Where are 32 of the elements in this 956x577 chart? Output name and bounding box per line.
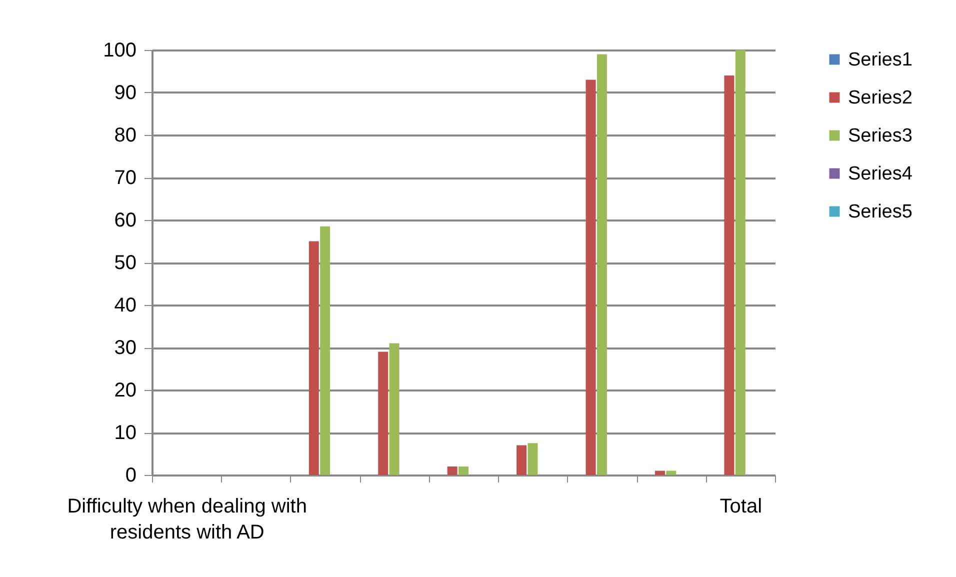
y-tick-label: 10 — [114, 422, 136, 444]
y-tick-label: 50 — [114, 252, 136, 274]
bar — [528, 443, 538, 475]
bar — [724, 76, 734, 475]
bar — [458, 466, 468, 475]
bar — [308, 241, 319, 475]
y-tick-label: 100 — [103, 40, 136, 62]
bar — [516, 445, 527, 475]
y-tick-label: 80 — [114, 124, 136, 146]
bar — [586, 80, 596, 475]
legend-label: Series3 — [848, 126, 912, 146]
y-tick-label: 90 — [114, 82, 136, 104]
x-tick-label: Total — [720, 496, 762, 518]
bar — [378, 352, 388, 475]
bar — [735, 50, 746, 475]
legend-label: Series1 — [848, 50, 912, 70]
y-tick-label: 30 — [114, 337, 136, 359]
legend-label: Series4 — [848, 164, 913, 184]
y-tick-label: 60 — [114, 210, 136, 232]
legend-label: Series2 — [848, 88, 912, 108]
y-tick-label: 70 — [114, 167, 136, 189]
x-tick-label: Difficulty when dealing with residents with AD — [67, 496, 307, 544]
y-tick-label: 20 — [114, 380, 136, 402]
bar — [320, 226, 330, 475]
bar — [596, 54, 607, 475]
legend-label: Series5 — [848, 202, 912, 222]
bar — [655, 470, 665, 475]
y-tick-label: 40 — [114, 294, 136, 316]
bar — [389, 343, 400, 475]
bar — [666, 470, 676, 475]
bar — [447, 466, 458, 475]
y-tick-label: 0 — [125, 464, 136, 486]
